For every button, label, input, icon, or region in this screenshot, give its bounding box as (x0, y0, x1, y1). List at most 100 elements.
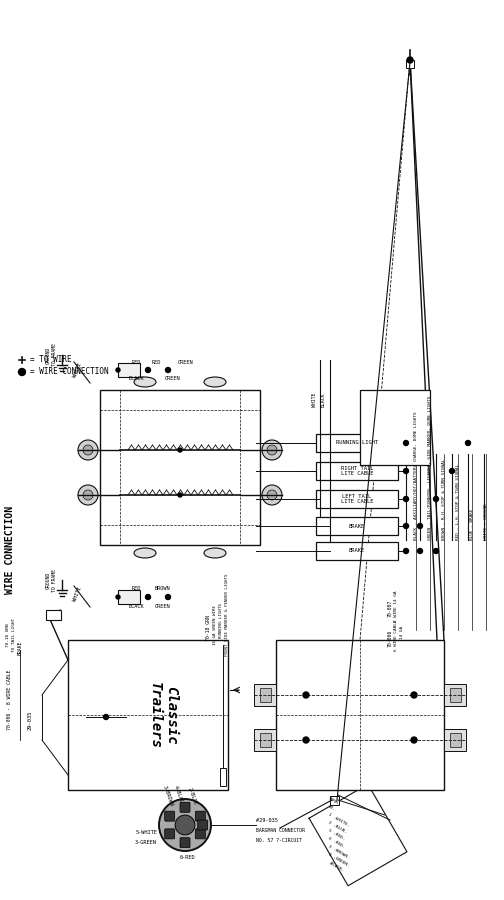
Text: 6 WIRE CABLE: 6 WIRE CABLE (394, 619, 398, 651)
Bar (316, 462, 398, 480)
Text: WHITE: WHITE (73, 586, 83, 602)
Text: 3-BROWN: 3-BROWN (161, 785, 173, 807)
Circle shape (466, 440, 471, 445)
Circle shape (411, 737, 417, 743)
Bar (260, 688, 271, 702)
Text: 16 GA GREEN WIRE: 16 GA GREEN WIRE (213, 605, 217, 645)
Bar (100, 390, 260, 545)
Circle shape (404, 524, 409, 528)
Circle shape (165, 595, 170, 599)
Text: GREEN: GREEN (178, 359, 194, 364)
Circle shape (83, 445, 93, 455)
Text: BLACK - AUXILIARY/HOT/BATTERY CHARGE, DOME LIGHTS: BLACK - AUXILIARY/HOT/BATTERY CHARGE, DO… (414, 411, 418, 540)
Circle shape (146, 367, 151, 373)
Bar (68, 640, 228, 790)
Text: 4 -GREEN-: 4 -GREEN- (327, 852, 349, 868)
Circle shape (146, 595, 151, 599)
Text: RED: RED (132, 359, 141, 364)
Bar (254, 684, 276, 706)
Bar (220, 768, 226, 786)
Circle shape (103, 715, 108, 719)
Text: 1 -WHITE-: 1 -WHITE- (327, 813, 349, 827)
Text: 2 -BLUE-: 2 -BLUE- (327, 820, 347, 834)
Text: RUNNING LIGHT: RUNNING LIGHT (336, 440, 378, 445)
Circle shape (165, 367, 170, 373)
Text: = WIRE CONNECTION: = WIRE CONNECTION (30, 367, 109, 376)
Text: 4-BLACK: 4-BLACK (173, 785, 185, 807)
Text: 6-RED: 6-RED (179, 855, 195, 860)
Bar (360, 390, 430, 465)
Bar (330, 796, 339, 805)
Text: WHITE: WHITE (73, 362, 83, 378)
Circle shape (116, 595, 120, 599)
FancyBboxPatch shape (196, 811, 205, 821)
Text: BLACK: BLACK (321, 392, 326, 407)
Circle shape (178, 448, 182, 452)
Text: RED: RED (151, 359, 161, 364)
Text: WIRE CONNECTION: WIRE CONNECTION (5, 506, 15, 594)
Ellipse shape (204, 548, 226, 558)
Text: BRAKE: BRAKE (349, 548, 365, 554)
Circle shape (450, 469, 455, 473)
Text: 70-18 GRN: 70-18 GRN (6, 623, 10, 647)
FancyBboxPatch shape (180, 838, 190, 848)
Text: GREEN: GREEN (165, 375, 180, 381)
Circle shape (83, 490, 93, 500)
Text: GREEN - TAIL/RUNNING, LICENSE, SIDE MARKER, DOME LIGHTS: GREEN - TAIL/RUNNING, LICENSE, SIDE MARK… (428, 396, 432, 540)
Text: GREEN: GREEN (155, 604, 171, 608)
Circle shape (433, 548, 438, 554)
Circle shape (78, 485, 98, 505)
Ellipse shape (134, 377, 156, 387)
Circle shape (404, 497, 409, 501)
Text: TO FRAME: TO FRAME (51, 569, 56, 591)
Text: TO TAIL LIGHT: TO TAIL LIGHT (12, 618, 16, 652)
Circle shape (404, 440, 409, 445)
Circle shape (175, 815, 195, 835)
Bar (254, 729, 276, 751)
Circle shape (178, 493, 182, 497)
Text: = TO WIRE: = TO WIRE (30, 356, 72, 364)
Text: GROUND: GROUND (45, 346, 50, 364)
Bar (316, 490, 398, 508)
Circle shape (159, 799, 211, 851)
Bar (444, 729, 466, 751)
Circle shape (19, 368, 26, 375)
Circle shape (433, 497, 438, 501)
Text: 29-035: 29-035 (28, 710, 32, 730)
Text: RED - L.H. STOP & TURN SIGNAL: RED - L.H. STOP & TURN SIGNAL (456, 464, 460, 540)
Bar (406, 60, 414, 68)
Text: BLACK: BLACK (128, 375, 144, 381)
Bar (450, 688, 461, 702)
Text: BRAKE: BRAKE (349, 524, 365, 528)
Circle shape (417, 548, 422, 554)
Text: 70-006: 70-006 (388, 629, 393, 646)
Text: -BLACK-: -BLACK- (327, 860, 345, 873)
Ellipse shape (204, 377, 226, 387)
Circle shape (303, 737, 309, 743)
Circle shape (116, 368, 120, 372)
Circle shape (404, 469, 409, 473)
Text: WHITE: WHITE (312, 392, 318, 407)
Text: NO. 57 7-CIRCUIT: NO. 57 7-CIRCUIT (256, 838, 302, 842)
Bar (316, 542, 398, 560)
Text: NO.: NO. (327, 805, 336, 812)
Text: 3 -BROWN-: 3 -BROWN- (327, 844, 349, 860)
Text: WHITE - GROUND: WHITE - GROUND (484, 503, 488, 540)
Text: LEFT TAIL
LITE CABLE: LEFT TAIL LITE CABLE (341, 493, 373, 504)
Circle shape (267, 490, 277, 500)
Circle shape (417, 524, 422, 528)
Text: FRONT SIDE MARKER & FENDER LIGHTS: FRONT SIDE MARKER & FENDER LIGHTS (225, 574, 229, 656)
Text: 2 WIRE 14 GA: 2 WIRE 14 GA (394, 590, 398, 622)
Bar (118, 363, 140, 377)
FancyBboxPatch shape (198, 820, 208, 830)
Circle shape (404, 548, 409, 554)
Text: 2-BLUE: 2-BLUE (187, 787, 198, 806)
Text: 3-GREEN: 3-GREEN (135, 841, 157, 845)
Text: BROWN: BROWN (155, 586, 171, 590)
Bar (46, 610, 61, 620)
Text: RIGHT TAIL
LITE CABLE: RIGHT TAIL LITE CABLE (341, 465, 373, 476)
Text: BLUE - BRAKE: BLUE - BRAKE (470, 508, 474, 540)
FancyBboxPatch shape (196, 829, 205, 839)
Circle shape (267, 445, 277, 455)
Bar (118, 590, 140, 604)
